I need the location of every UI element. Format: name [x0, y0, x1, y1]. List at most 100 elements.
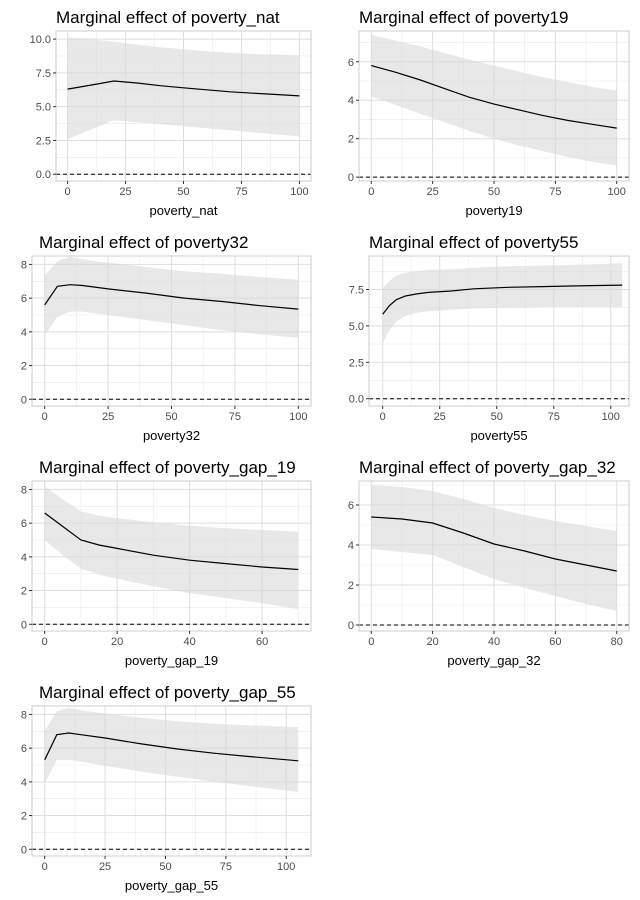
confidence-band: [371, 485, 617, 611]
panel-6: Marginal effect of poverty_gap_320 20 40 60…: [348, 458, 630, 668]
y-tick-label: 6: [348, 57, 354, 69]
confidence-band: [67, 37, 300, 140]
y-tick-label: 5.0: [349, 321, 364, 333]
confidence-band: [44, 256, 299, 338]
y-tick-label: 4: [21, 327, 27, 339]
y-tick-label: 8: [21, 484, 27, 496]
y-tick-label: 0: [21, 394, 27, 406]
estimate-line: [371, 516, 617, 572]
x-tick-label: 80: [611, 636, 623, 648]
x-tick-label: 75: [235, 186, 247, 198]
x-tick-label: 50: [177, 186, 189, 198]
x-tick-label: 25: [102, 411, 114, 423]
y-tick-label: 0: [21, 619, 27, 631]
y-tick-label: 4: [348, 95, 354, 107]
x-tick-label: 0: [42, 636, 48, 648]
y-tick-label: 7.5: [36, 68, 51, 80]
x-tick-label: 50: [488, 186, 500, 198]
x-tick-label: 60: [256, 636, 268, 648]
y-tick-label: 2: [21, 361, 27, 373]
y-tick-label: 6: [21, 743, 27, 755]
confidence-band: [44, 486, 299, 610]
x-tick-label: 0: [380, 411, 386, 423]
x-axis-label: poverty19: [465, 203, 522, 218]
estimate-line: [44, 512, 299, 571]
estimate-line: [371, 65, 617, 129]
x-tick-label: 100: [608, 186, 626, 198]
x-axis-label: poverty55: [470, 428, 527, 443]
y-tick-label: 0: [21, 844, 27, 856]
x-tick-label: 50: [165, 411, 177, 423]
y-tick-label: 2.5: [349, 357, 364, 369]
x-tick-label: 25: [99, 861, 111, 873]
x-axis-label: poverty_gap_19: [125, 653, 218, 668]
y-tick-label: 2: [21, 586, 27, 598]
panel-title: Marginal effect of poverty_gap_32: [359, 458, 616, 477]
panel-border: [368, 255, 630, 407]
panel-title: Marginal effect of poverty55: [369, 233, 578, 252]
x-tick-label: 0: [42, 861, 48, 873]
x-tick-label: 60: [549, 636, 561, 648]
panel-border: [31, 705, 312, 857]
y-tick-label: 7.5: [349, 284, 364, 296]
panel-border: [31, 480, 312, 632]
y-tick-label: 2: [21, 811, 27, 823]
estimate-line: [44, 732, 299, 762]
x-tick-label: 20: [111, 636, 123, 648]
x-tick-label: 25: [119, 186, 131, 198]
x-tick-label: 100: [289, 411, 307, 423]
panel-title: Marginal effect of poverty_gap_55: [39, 683, 296, 702]
x-tick-label: 25: [434, 411, 446, 423]
panel-2: Marginal effect of poverty19 0 25 50 75 100 0 2…: [348, 8, 630, 218]
y-tick-label: 0: [348, 620, 354, 632]
estimate-line: [382, 284, 623, 315]
panel-5: Marginal effect of poverty_gap_190 20 40 60…: [21, 458, 312, 668]
x-tick-label: 25: [427, 186, 439, 198]
y-tick-label: 5.0: [36, 102, 51, 114]
x-tick-label: 0: [368, 636, 374, 648]
x-tick-label: 50: [491, 411, 503, 423]
x-tick-label: 75: [229, 411, 241, 423]
x-tick-label: 100: [602, 411, 620, 423]
x-tick-label: 20: [427, 636, 439, 648]
y-tick-label: 4: [21, 552, 27, 564]
estimate-line: [67, 80, 300, 97]
y-tick-label: 4: [21, 777, 27, 789]
x-tick-label: 0: [65, 186, 71, 198]
y-tick-label: 0.0: [36, 169, 51, 181]
x-axis-label: poverty_nat: [150, 203, 218, 218]
y-tick-label: 2.5: [36, 135, 51, 147]
confidence-band: [382, 263, 623, 344]
x-tick-label: 0: [368, 186, 374, 198]
x-tick-label: 40: [488, 636, 500, 648]
y-tick-label: 2: [348, 580, 354, 592]
y-tick-label: 6: [21, 518, 27, 530]
panel-title: Marginal effect of poverty19: [359, 8, 568, 27]
y-tick-label: 2: [348, 134, 354, 146]
y-tick-label: 6: [21, 293, 27, 305]
x-tick-label: 75: [548, 411, 560, 423]
x-axis-label: poverty_gap_32: [447, 653, 540, 668]
x-axis-label: poverty_gap_55: [125, 878, 218, 893]
y-tick-label: 4: [348, 540, 354, 552]
panel-1: Marginal effect of poverty_nat 0 25 50 75 100…: [30, 8, 312, 218]
y-tick-label: 8: [21, 259, 27, 271]
y-tick-label: 0.0: [349, 394, 364, 406]
x-axis-label: poverty32: [143, 428, 200, 443]
y-tick-label: 0: [348, 172, 354, 184]
panel-title: Marginal effect of poverty_nat: [56, 8, 280, 27]
x-tick-label: 100: [290, 186, 308, 198]
x-tick-label: 75: [220, 861, 232, 873]
x-tick-label: 50: [159, 861, 171, 873]
estimate-line: [44, 284, 299, 310]
confidence-band: [371, 34, 617, 166]
x-tick-label: 0: [42, 411, 48, 423]
panel-3: Marginal effect of poverty32 0 25 50 75 100 0 2…: [21, 233, 312, 443]
x-tick-label: 75: [549, 186, 561, 198]
panel-7: Marginal effect of poverty_gap_55 0 25 50 75…: [21, 683, 312, 893]
panel-4: Marginal effect of poverty55 0 25 50 75 100 0.…: [349, 233, 630, 443]
y-tick-label: 6: [348, 500, 354, 512]
confidence-band: [44, 707, 299, 792]
y-tick-label: 8: [21, 709, 27, 721]
